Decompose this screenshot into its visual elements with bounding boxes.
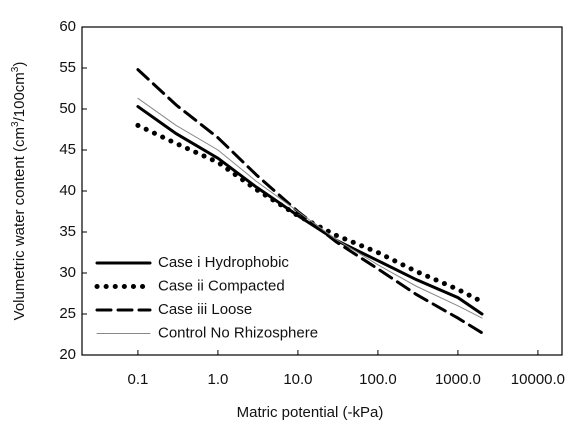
x-tick-label: 0.1 [127,371,148,388]
x-tick-label: 10.0 [283,371,312,388]
y-tick-label: 60 [59,18,76,35]
y-tick-label: 25 [59,305,76,322]
x-axis-label: Matric potential (-kPa) [237,404,384,421]
y-label-sup: 3 [10,66,21,72]
legend-label: Case iii Loose [158,301,252,318]
x-tick-label: 1.0 [207,371,228,388]
y-tick-label: 20 [59,346,76,363]
y-tick-label: 35 [59,223,76,240]
x-tick-label: 10000.0 [511,371,565,388]
legend-label: Case i Hydrophobic [158,254,289,271]
x-tick-label: 1000.0 [435,371,481,388]
y-tick-label: 30 [59,264,76,281]
series-line [136,68,484,335]
y-tick-label: 40 [59,182,76,199]
y-tick-label: 50 [59,100,76,117]
plot-frame [81,26,563,356]
legend-label: Case ii Compacted [158,277,285,294]
y-tick-label: 45 [59,141,76,158]
y-label-part: Volumetric water content (cm [11,127,28,320]
y-axis-label: Volumetric water content (cm3/100cm3) [10,62,28,321]
y-label-part: ) [11,62,28,67]
y-label-sup: 3 [10,121,21,127]
series-line [137,97,483,319]
series-line [135,122,485,305]
legend-label: Control No Rhizosphere [158,324,318,341]
y-label-part: /100cm [11,72,28,121]
y-tick-label: 55 [59,59,76,76]
x-tick-label: 100.0 [359,371,397,388]
